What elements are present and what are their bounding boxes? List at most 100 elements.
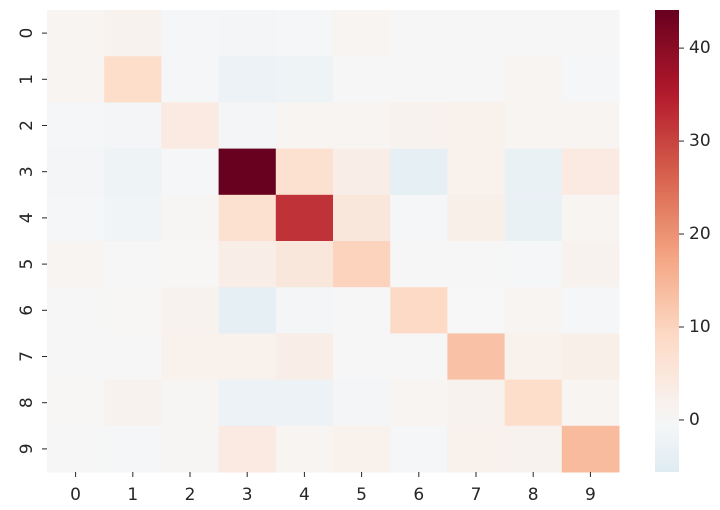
heatmap-cell — [390, 10, 448, 57]
heatmap-cell — [47, 10, 105, 57]
heatmap-cell — [561, 425, 620, 473]
y-tick-label: 9 — [17, 443, 37, 454]
heatmap-cell — [104, 56, 162, 103]
heatmap-cell — [275, 287, 334, 334]
heatmap-cell — [447, 10, 506, 57]
heatmap-cell — [504, 287, 563, 334]
heatmap-cell — [104, 102, 162, 150]
y-tick-label: 6 — [17, 305, 37, 316]
y-tick-label: 3 — [17, 166, 37, 177]
heatmap-cell — [390, 241, 448, 288]
heatmap-cell — [218, 56, 277, 103]
heatmap-cell — [161, 148, 220, 196]
heatmap-cell — [47, 333, 105, 381]
heatmap-cell — [447, 194, 506, 242]
heatmap-cell — [47, 379, 105, 427]
x-tick-label: 0 — [70, 485, 81, 505]
heatmap-cell — [333, 287, 391, 334]
heatmap-cell — [218, 287, 277, 334]
heatmap-cell — [218, 148, 277, 196]
x-tick-label: 8 — [528, 485, 539, 505]
heatmap-cell — [561, 194, 620, 242]
heatmap-cell — [161, 102, 220, 150]
heatmap-cell — [390, 287, 448, 334]
heatmap-cell — [504, 194, 563, 242]
y-tick-label: 5 — [17, 259, 37, 270]
heatmap-cell — [161, 425, 220, 473]
heatmap-cell — [561, 333, 620, 381]
y-tick-label: 4 — [17, 212, 37, 223]
colorbar-tick-label: 20 — [689, 224, 711, 244]
heatmap-cell — [275, 56, 334, 103]
heatmap-cell — [161, 241, 220, 288]
heatmap-cell — [333, 379, 391, 427]
heatmap-cell — [275, 102, 334, 150]
heatmap-cell — [104, 333, 162, 381]
heatmap-cell — [333, 333, 391, 381]
colorbar-tick-label: 10 — [689, 317, 711, 337]
heatmap-cell — [47, 425, 105, 473]
heatmap-cell — [47, 241, 105, 288]
heatmap-cell — [275, 194, 334, 242]
y-tick-label: 0 — [17, 28, 37, 39]
heatmap-cell — [390, 194, 448, 242]
heatmap-cell — [561, 148, 620, 196]
x-tick-label: 4 — [299, 485, 310, 505]
heatmap-cell — [275, 379, 334, 427]
heatmap-cell — [561, 379, 620, 427]
heatmap-cell — [218, 425, 277, 473]
heatmap-cell — [218, 102, 277, 150]
heatmap-cell — [561, 241, 620, 288]
heatmap-cell — [447, 148, 506, 196]
heatmap-cell — [447, 379, 506, 427]
heatmap-cell — [161, 10, 220, 57]
heatmap-cell — [447, 287, 506, 334]
heatmap-cell — [161, 194, 220, 242]
heatmap-cell — [333, 148, 391, 196]
heatmap-cell — [47, 102, 105, 150]
heatmap-cell — [218, 333, 277, 381]
heatmap-cell — [218, 10, 277, 57]
heatmap-cell — [275, 333, 334, 381]
heatmap-cell — [447, 333, 506, 381]
heatmap-cell — [218, 379, 277, 427]
heatmap-cell — [333, 241, 391, 288]
heatmap-cell — [390, 425, 448, 473]
heatmap-cell — [504, 10, 563, 57]
heatmap-cell — [333, 425, 391, 473]
heatmap-cell — [275, 425, 334, 473]
x-tick-label: 7 — [471, 485, 482, 505]
heatmap-cell — [504, 425, 563, 473]
heatmap-cell — [218, 241, 277, 288]
heatmap-cell — [561, 287, 620, 334]
heatmap-cell — [561, 10, 620, 57]
heatmap-cell — [447, 102, 506, 150]
heatmap-cell — [333, 194, 391, 242]
heatmap-cell — [447, 56, 506, 103]
heatmap-cell — [161, 56, 220, 103]
colorbar-tick-label: 40 — [689, 38, 711, 58]
colorbar-tick-label: 0 — [689, 410, 700, 430]
heatmap-cell — [390, 102, 448, 150]
heatmap-cell — [275, 241, 334, 288]
x-tick-label: 1 — [127, 485, 138, 505]
heatmap-cell — [333, 10, 391, 57]
heatmap-cell — [561, 56, 620, 103]
heatmap-cell — [161, 287, 220, 334]
heatmap-cell — [104, 379, 162, 427]
heatmap-cell — [47, 56, 105, 103]
heatmap-cell — [161, 379, 220, 427]
x-tick-label: 5 — [356, 485, 367, 505]
x-tick-label: 3 — [242, 485, 253, 505]
x-tick-label: 6 — [413, 485, 424, 505]
heatmap-cell — [47, 287, 105, 334]
heatmap-cell — [104, 10, 162, 57]
heatmap-cell — [504, 379, 563, 427]
heatmap-cell — [504, 241, 563, 288]
x-tick-label: 2 — [185, 485, 196, 505]
x-tick-label: 9 — [585, 485, 596, 505]
y-tick-label: 2 — [17, 120, 37, 131]
heatmap-cell — [104, 425, 162, 473]
y-tick-label: 1 — [17, 74, 37, 85]
